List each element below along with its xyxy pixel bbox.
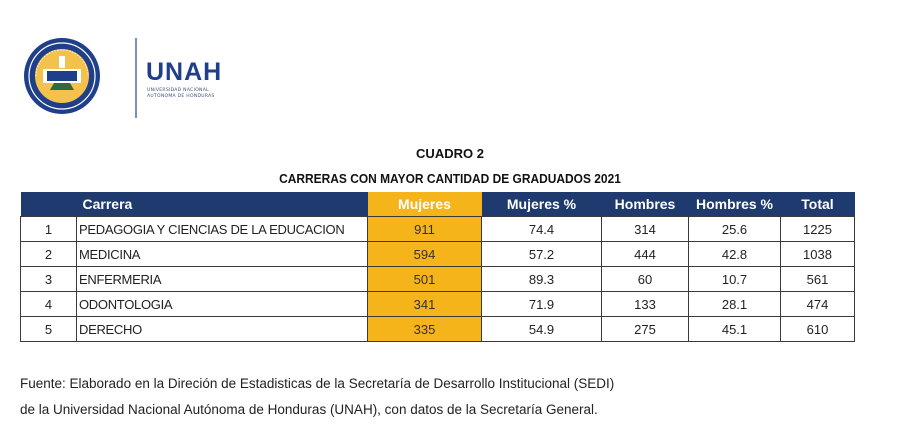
table-caption-number: CUADRO 2 [416, 146, 484, 161]
cell-total: 610 [780, 316, 855, 342]
logo-divider [135, 38, 137, 118]
cell-carrera: DERECHO [76, 316, 368, 342]
cell-hombres-pct: 25.6 [688, 216, 781, 242]
cell-hombres-pct: 10.7 [688, 266, 781, 292]
table-row: 4 ODONTOLOGIA 341 71.9 133 28.1 474 [20, 291, 855, 317]
cell-hombres: 133 [601, 291, 689, 317]
header-mujeres-pct: Mujeres % [481, 192, 602, 217]
brand-subtitle-line1: UNIVERSIDAD NACIONAL [147, 88, 209, 93]
cell-mujeres: 335 [367, 316, 482, 342]
cell-hombres-pct: 42.8 [688, 241, 781, 267]
cell-hombres: 60 [601, 266, 689, 292]
table-caption-title: CARRERAS CON MAYOR CANTIDAD DE GRADUADOS… [279, 171, 621, 186]
cell-mujeres: 911 [367, 216, 482, 242]
cell-hombres-pct: 28.1 [688, 291, 781, 317]
brand-name: UNAH [146, 58, 223, 86]
brand-subtitle-line2: AUTÓNOMA DE HONDURAS [147, 94, 215, 99]
cell-carrera: PEDAGOGIA Y CIENCIAS DE LA EDUCACION [76, 216, 368, 242]
cell-mujeres-pct: 89.3 [481, 266, 602, 292]
cell-total: 561 [780, 266, 855, 292]
cell-mujeres-pct: 57.2 [481, 241, 602, 267]
cell-hombres: 444 [601, 241, 689, 267]
source-note-line1: Fuente: Elaborado en la Direción de Esta… [20, 376, 615, 391]
header-hombres: Hombres [601, 192, 689, 217]
cell-mujeres: 501 [367, 266, 482, 292]
cell-total: 474 [780, 291, 855, 317]
table-row: 2 MEDICINA 594 57.2 444 42.8 1038 [20, 241, 855, 267]
cell-hombres-pct: 45.1 [688, 316, 781, 342]
cell-mujeres-pct: 54.9 [481, 316, 602, 342]
graduates-table: Carrera Mujeres Mujeres % Hombres Hombre… [20, 192, 855, 342]
cell-index: 4 [20, 291, 77, 317]
cell-carrera: MEDICINA [76, 241, 368, 267]
cell-carrera: ODONTOLOGIA [76, 291, 368, 317]
university-seal-icon [24, 38, 100, 114]
cell-mujeres: 594 [367, 241, 482, 267]
cell-mujeres-pct: 74.4 [481, 216, 602, 242]
header-carrera: Carrera [76, 192, 368, 217]
header-index [20, 192, 77, 217]
cell-hombres: 275 [601, 316, 689, 342]
cell-carrera: ENFERMERIA [76, 266, 368, 292]
header-hombres-pct: Hombres % [688, 192, 781, 217]
cell-hombres: 314 [601, 216, 689, 242]
table-row: 5 DERECHO 335 54.9 275 45.1 610 [20, 316, 855, 342]
cell-mujeres-pct: 71.9 [481, 291, 602, 317]
table-row: 1 PEDAGOGIA Y CIENCIAS DE LA EDUCACION 9… [20, 216, 855, 242]
cell-mujeres: 341 [367, 291, 482, 317]
cell-index: 1 [20, 216, 77, 242]
cell-index: 3 [20, 266, 77, 292]
unah-logo: UNAH UNIVERSIDAD NACIONAL AUTÓNOMA DE HO… [22, 36, 252, 118]
header-total: Total [780, 192, 855, 217]
header-mujeres: Mujeres [367, 192, 482, 217]
source-note-line2: de la Universidad Nacional Autónoma de H… [20, 402, 598, 417]
cell-index: 5 [20, 316, 77, 342]
cell-total: 1225 [780, 216, 855, 242]
cell-total: 1038 [780, 241, 855, 267]
cell-index: 2 [20, 241, 77, 267]
table-header-row: Carrera Mujeres Mujeres % Hombres Hombre… [20, 192, 855, 217]
table-row: 3 ENFERMERIA 501 89.3 60 10.7 561 [20, 266, 855, 292]
